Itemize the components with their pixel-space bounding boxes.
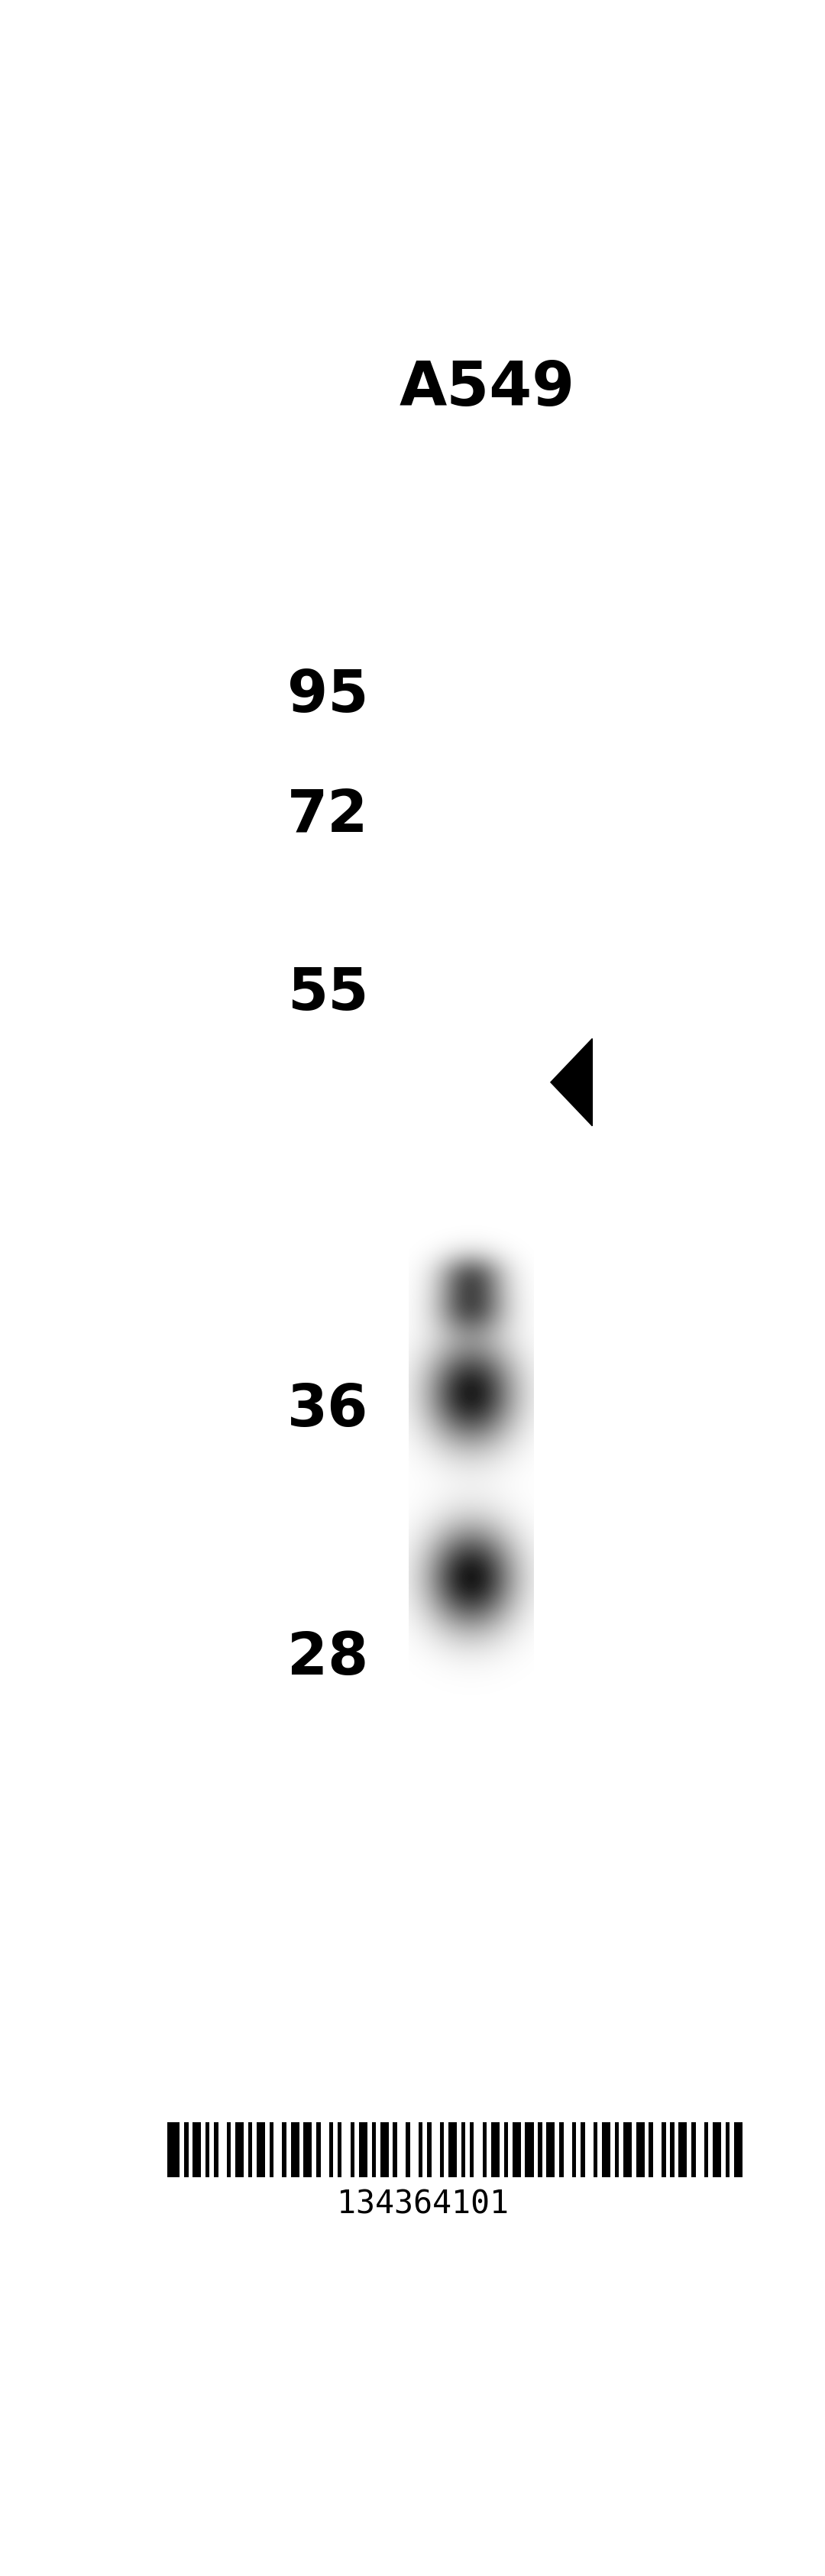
Bar <box>691 2123 695 2177</box>
Bar <box>593 2123 597 2177</box>
Bar <box>602 2123 610 2177</box>
Bar <box>304 2123 312 2177</box>
Bar <box>329 2123 333 2177</box>
Bar <box>705 2123 709 2177</box>
Bar <box>572 2123 576 2177</box>
Bar <box>406 2123 410 2177</box>
Bar <box>790 2123 798 2177</box>
Bar <box>205 2123 210 2177</box>
Bar <box>525 2123 534 2177</box>
Text: 72: 72 <box>287 786 369 842</box>
Bar <box>337 2123 342 2177</box>
Polygon shape <box>551 1038 592 1126</box>
Bar <box>483 2123 487 2177</box>
Bar <box>815 2123 819 2177</box>
Bar <box>491 2123 499 2177</box>
Bar <box>351 2123 355 2177</box>
Bar <box>747 2123 751 2177</box>
Bar <box>393 2123 397 2177</box>
Bar <box>734 2123 742 2177</box>
Bar <box>461 2123 465 2177</box>
Bar <box>418 2123 422 2177</box>
Bar <box>546 2123 555 2177</box>
Bar <box>371 2123 376 2177</box>
Bar <box>713 2123 721 2177</box>
Bar <box>469 2123 474 2177</box>
Bar <box>823 2123 825 2177</box>
Bar <box>725 2123 730 2177</box>
Text: 95: 95 <box>287 667 369 724</box>
Bar <box>359 2123 367 2177</box>
Bar <box>316 2123 320 2177</box>
Bar <box>670 2123 674 2177</box>
Bar <box>802 2123 811 2177</box>
Bar <box>214 2123 218 2177</box>
Bar <box>636 2123 644 2177</box>
Text: 55: 55 <box>287 966 369 1023</box>
Bar <box>269 2123 274 2177</box>
Bar <box>623 2123 632 2177</box>
Bar <box>760 2123 764 2177</box>
Text: 134364101: 134364101 <box>337 2187 509 2221</box>
Bar <box>235 2123 243 2177</box>
Bar <box>781 2123 785 2177</box>
Bar <box>440 2123 444 2177</box>
Bar <box>768 2123 772 2177</box>
Bar <box>538 2123 542 2177</box>
Bar <box>427 2123 431 2177</box>
Bar <box>504 2123 508 2177</box>
Bar <box>648 2123 653 2177</box>
Bar <box>290 2123 299 2177</box>
Bar <box>184 2123 188 2177</box>
Bar <box>662 2123 666 2177</box>
Bar <box>227 2123 231 2177</box>
Text: 28: 28 <box>287 1631 369 1687</box>
Bar <box>512 2123 521 2177</box>
Bar <box>679 2123 687 2177</box>
Bar <box>282 2123 286 2177</box>
Text: A549: A549 <box>398 358 575 417</box>
Bar <box>257 2123 265 2177</box>
Bar <box>448 2123 457 2177</box>
Text: 36: 36 <box>287 1381 369 1437</box>
Bar <box>615 2123 619 2177</box>
Bar <box>193 2123 201 2177</box>
Bar <box>167 2123 180 2177</box>
Bar <box>559 2123 563 2177</box>
Bar <box>380 2123 389 2177</box>
Bar <box>581 2123 585 2177</box>
Bar <box>248 2123 252 2177</box>
